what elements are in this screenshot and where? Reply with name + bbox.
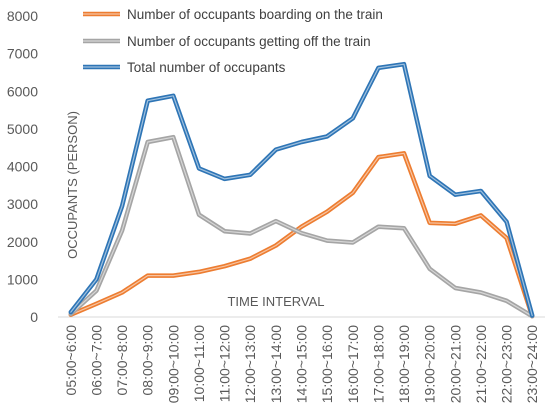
x-tick-label: 15:00~16:00 <box>319 325 335 403</box>
y-tick-label: 1000 <box>7 271 38 287</box>
x-tick-label: 11:00~12:00 <box>217 325 233 402</box>
y-tick-label: 6000 <box>7 83 38 99</box>
x-tick-label: 05:00~6:00 <box>63 325 79 396</box>
y-axis-title: OCCUPANTS (PERSON) <box>65 111 80 259</box>
x-tick-label: 12:00~13:00 <box>242 325 258 403</box>
y-tick-label: 5000 <box>7 121 38 137</box>
x-tick-label: 18:00~19:00 <box>396 325 412 403</box>
x-axis-title: TIME INTERVAL <box>227 294 324 309</box>
y-tick-label: 2000 <box>7 234 38 250</box>
y-tick-label: 0 <box>30 309 38 325</box>
y-axis-ticks: 0 1000 2000 3000 4000 5000 6000 7000 8000 <box>7 8 38 325</box>
x-tick-label: 16:00~17:00 <box>345 325 361 403</box>
x-tick-label: 08:00~9:00 <box>140 325 156 396</box>
series-line <box>68 61 535 318</box>
series-line-highlight <box>70 152 533 317</box>
legend-label: Number of occupants boarding on the trai… <box>127 7 383 22</box>
x-tick-label: 19:00~20:00 <box>422 325 438 403</box>
x-tick-label: 10:00~11:00 <box>191 325 207 402</box>
x-tick-label: 22:00~23:00 <box>499 325 515 403</box>
y-tick-label: 3000 <box>7 196 38 212</box>
x-tick-label: 20:00~21:00 <box>447 325 463 403</box>
x-tick-label: 14:00~15:00 <box>294 325 310 403</box>
x-tick-label: 17:00~18:00 <box>370 325 386 403</box>
x-tick-label: 23:00~24:00 <box>524 325 540 403</box>
x-tick-label: 07:00~8:00 <box>114 325 130 396</box>
legend-item: Number of occupants boarding on the trai… <box>83 7 383 22</box>
series-lines <box>68 61 535 319</box>
x-tick-label: 13:00~14:00 <box>268 325 284 403</box>
y-tick-label: 8000 <box>7 8 38 24</box>
legend-item: Number of occupants getting off the trai… <box>83 34 371 49</box>
legend-item: Total number of occupants <box>83 60 286 75</box>
series-line-highlight <box>70 63 533 317</box>
series-line-highlight <box>70 136 533 317</box>
legend-label: Total number of occupants <box>127 60 286 75</box>
legend: Number of occupants boarding on the trai… <box>83 7 383 75</box>
series-1 <box>68 151 535 319</box>
x-tick-label: 21:00~22:00 <box>473 325 489 403</box>
y-tick-label: 4000 <box>7 159 38 175</box>
legend-label: Number of occupants getting off the trai… <box>127 34 371 49</box>
x-axis-ticks: 05:00~6:00 06:00~7:00 07:00~8:00 08:00~9:00… <box>63 325 540 403</box>
series-3 <box>68 61 535 318</box>
y-tick-label: 7000 <box>7 46 38 62</box>
series-2 <box>68 134 535 319</box>
x-tick-label: 06:00~7:00 <box>88 325 104 396</box>
x-tick-label: 09:00~10:00 <box>165 325 181 403</box>
